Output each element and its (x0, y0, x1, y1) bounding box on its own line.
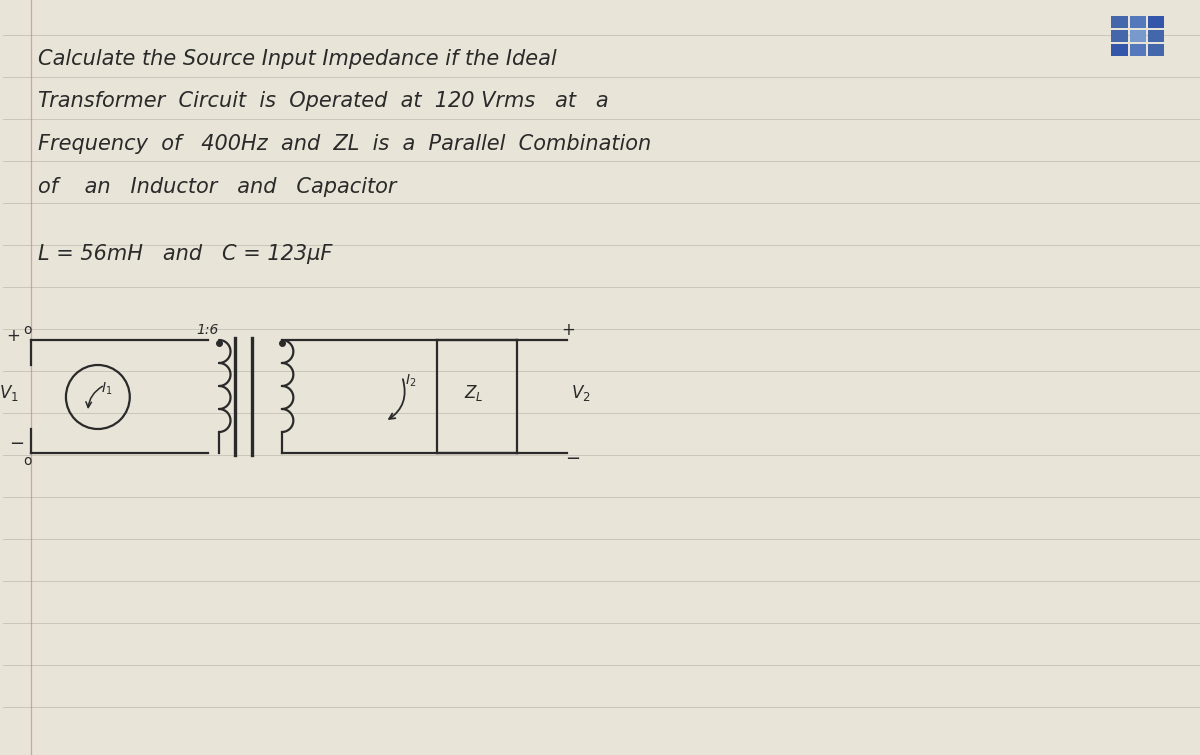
Text: +: + (6, 327, 20, 345)
Text: 1:6: 1:6 (197, 323, 218, 337)
Bar (1111, 44, 1128, 56)
Text: $V_1$: $V_1$ (0, 384, 19, 403)
Text: Calculate the Source Input Impedance if the Ideal: Calculate the Source Input Impedance if … (38, 49, 557, 69)
Text: of    an   Inductor   and   Capacitor: of an Inductor and Capacitor (38, 177, 396, 197)
Text: Transformer  Circuit  is  Operated  at  120 Vrms   at   a: Transformer Circuit is Operated at 120 V… (38, 91, 608, 111)
Bar (1148, 44, 1164, 56)
Bar (1129, 16, 1146, 28)
Bar (1129, 44, 1146, 56)
Text: $Z_L$: $Z_L$ (464, 384, 484, 403)
Text: +: + (562, 321, 576, 339)
Text: −: − (10, 435, 24, 453)
Bar (1111, 30, 1128, 42)
Text: −: − (565, 450, 580, 468)
Text: $V_2$: $V_2$ (571, 384, 590, 403)
Text: L = 56mH   and   C = 123μF: L = 56mH and C = 123μF (38, 244, 332, 264)
Text: $I_2$: $I_2$ (406, 372, 416, 389)
Text: $I_1$: $I_1$ (101, 381, 112, 397)
Text: o: o (23, 454, 31, 468)
Bar (1129, 30, 1146, 42)
Text: o: o (23, 323, 31, 337)
Bar (1148, 30, 1164, 42)
Text: Frequency  of   400Hz  and  ZL  is  a  Parallel  Combination: Frequency of 400Hz and ZL is a Parallel … (38, 134, 652, 154)
Bar (1148, 16, 1164, 28)
Bar (1111, 16, 1128, 28)
